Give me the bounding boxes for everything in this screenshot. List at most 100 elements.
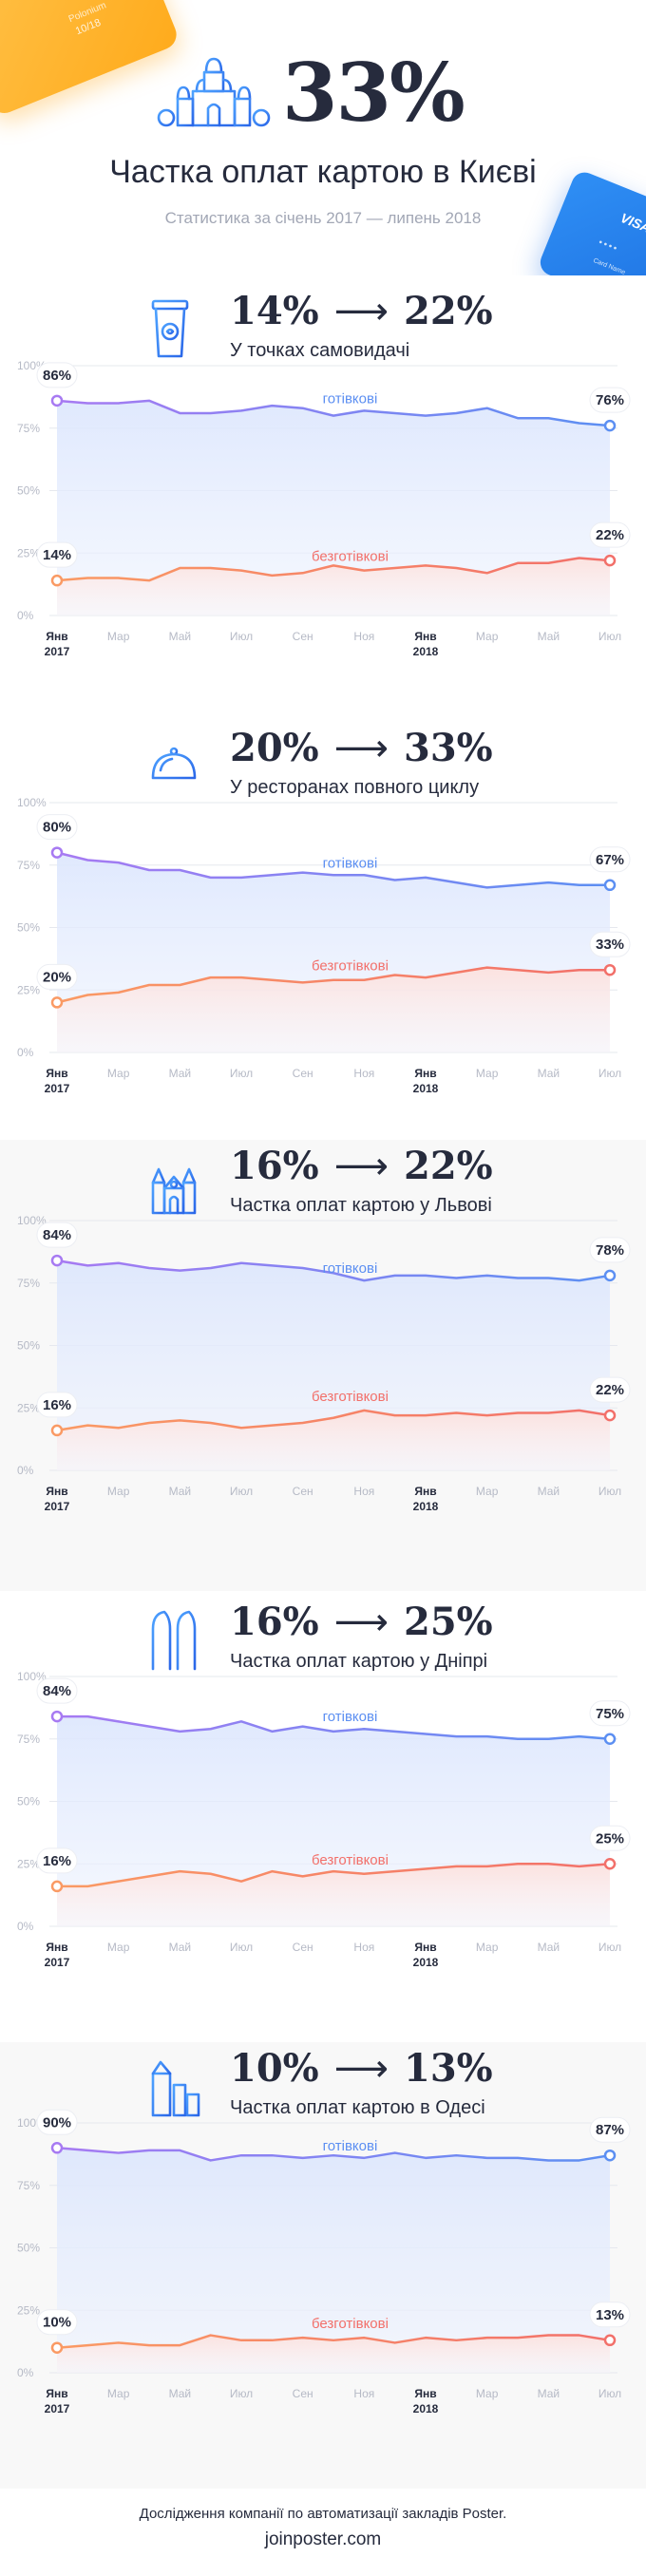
year-label: 2018	[413, 2402, 439, 2415]
footer: Дослідження компанії по автоматизації за…	[0, 2506, 646, 2550]
cash-series-line	[56, 399, 611, 427]
endpoint-value-label: 13%	[596, 2307, 624, 2323]
x-tick-label: Ноя	[353, 630, 374, 643]
card-series-line	[56, 2334, 611, 2349]
share-change-heading: 14% ⟶ 22%	[230, 289, 493, 333]
card-series-label: безготівкові	[312, 958, 389, 975]
endpoint-marker	[50, 574, 64, 587]
x-tick-label: Ноя	[353, 1067, 374, 1080]
endpoint-marker	[603, 1409, 617, 1422]
share-to: 13%	[404, 2046, 493, 2091]
value-badge	[589, 1700, 631, 1727]
year-label: 2018	[413, 1082, 439, 1095]
endpoint-marker	[603, 419, 617, 432]
x-tick-label: Июл	[598, 1941, 621, 1954]
value-badge	[589, 387, 631, 413]
section-subtitle: У ресторанах повного циклу	[230, 777, 480, 798]
y-tick-label: 25%	[17, 2303, 40, 2317]
x-tick-label: Сен	[293, 1485, 314, 1498]
endpoint-value-label: 16%	[43, 1853, 71, 1869]
card-series-line	[57, 1863, 611, 1888]
endpoint-value-label: 86%	[43, 368, 71, 384]
endpoint-marker	[603, 1733, 617, 1745]
endpoint-value-label: 22%	[596, 527, 624, 543]
cash-series-label: готівкові	[323, 390, 378, 407]
value-badge	[589, 1376, 631, 1403]
endpoint-marker	[50, 996, 64, 1009]
endpoint-value-label: 84%	[43, 1683, 71, 1699]
x-tick-label: Май	[169, 630, 192, 643]
share-from: 16%	[230, 1144, 319, 1188]
y-tick-label: 0%	[17, 1046, 34, 1059]
lviv-church-icon	[145, 1154, 202, 1215]
value-badge	[36, 541, 78, 568]
endpoint-value-label: 90%	[43, 2114, 71, 2131]
x-tick-label: Янв	[414, 630, 436, 643]
y-tick-label: 0%	[17, 1920, 34, 1933]
cash-area	[57, 2148, 610, 2373]
x-tick-label: Июл	[230, 1941, 253, 1954]
value-badge	[589, 2301, 631, 2328]
y-tick-label: 50%	[17, 1339, 40, 1353]
page-title: Частка оплат картою в Києві	[109, 154, 537, 190]
share-from: 16%	[230, 1600, 319, 1644]
header: Polonium 10/18 VISA •••• Card Name	[0, 0, 646, 275]
endpoint-marker	[50, 1880, 64, 1893]
x-tick-label: Май	[169, 1067, 192, 1080]
y-tick-label: 75%	[17, 859, 40, 872]
line-chart: 0% 25% 50% 75% 100% готівкові безготівкові 84% 7…	[17, 1214, 631, 1513]
arrow-right-icon: ⟶	[333, 290, 390, 333]
x-tick-label: Ноя	[353, 1485, 374, 1498]
cash-series-line	[56, 2147, 611, 2162]
value-badge	[36, 2309, 78, 2336]
endpoint-value-label: 76%	[596, 392, 624, 408]
year-label: 2017	[45, 1956, 70, 1969]
x-tick-label: Май	[169, 1485, 192, 1498]
share-to: 22%	[404, 289, 493, 333]
card-series-label: безготівкові	[312, 1389, 389, 1405]
card-series-line	[56, 557, 611, 582]
x-tick-label: Май	[538, 2387, 560, 2400]
x-tick-label: Янв	[414, 1067, 436, 1080]
share-to: 25%	[404, 1600, 493, 1644]
share-from: 10%	[230, 2046, 319, 2091]
endpoint-marker	[603, 2149, 617, 2162]
x-tick-label: Мар	[107, 1941, 130, 1954]
x-tick-label: Май	[538, 1485, 560, 1498]
value-badge	[36, 814, 78, 841]
hero-percentage: 33%	[282, 46, 466, 140]
y-tick-label: 100%	[17, 796, 47, 809]
endpoint-value-label: 84%	[43, 1227, 71, 1243]
page-subtitle: Статистика за січень 2017 — липень 2018	[164, 209, 482, 227]
arrow-right-icon: ⟶	[333, 1601, 390, 1644]
share-change-heading: 20% ⟶ 33%	[230, 726, 493, 770]
cloche-icon	[147, 736, 200, 797]
endpoint-marker	[50, 2341, 64, 2354]
year-label: 2017	[45, 1082, 70, 1095]
endpoint-value-label: 20%	[43, 969, 71, 985]
x-tick-label: Ноя	[353, 1941, 374, 1954]
x-tick-label: Мар	[476, 2387, 499, 2400]
y-tick-label: 100%	[17, 1214, 47, 1227]
x-tick-label: Мар	[476, 1485, 499, 1498]
y-tick-label: 75%	[17, 422, 40, 435]
year-label: 2018	[413, 1956, 439, 1969]
year-label: 2017	[45, 645, 70, 658]
x-tick-label: Мар	[476, 1067, 499, 1080]
x-tick-label: Янв	[414, 2387, 436, 2400]
x-tick-label: Ноя	[353, 2387, 374, 2400]
x-tick-label: Сен	[293, 2387, 314, 2400]
x-tick-label: Май	[538, 1067, 560, 1080]
value-badge	[36, 1222, 78, 1248]
y-tick-label: 0%	[17, 1464, 34, 1477]
section-subtitle: Частка оплат картою у Львові	[230, 1195, 492, 1216]
y-tick-label: 50%	[17, 2242, 40, 2255]
endpoint-marker	[603, 879, 617, 892]
kiev-cathedral-icon	[157, 46, 271, 129]
cash-series-label: готівкові	[323, 1260, 378, 1277]
value-badge	[36, 362, 78, 388]
card-area	[57, 1410, 610, 1470]
section-subtitle: Частка оплат картою у Дніпрі	[230, 1651, 488, 1672]
value-badge	[36, 1847, 78, 1874]
endpoint-marker	[50, 846, 64, 859]
